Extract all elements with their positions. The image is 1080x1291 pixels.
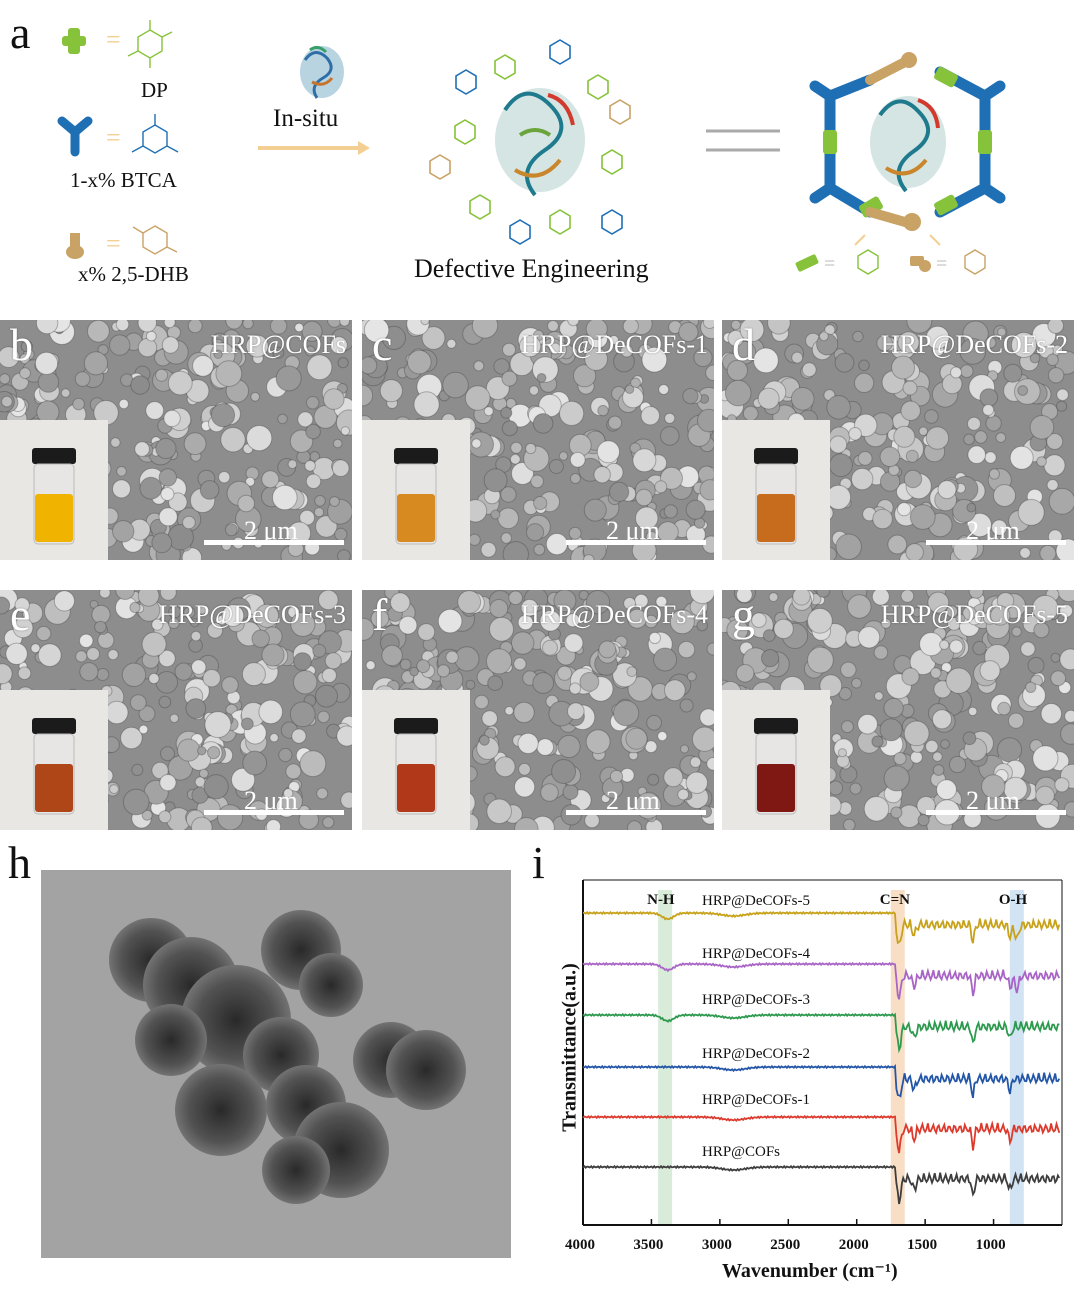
series-name: HRP@DeCOFs-2 [702,1046,810,1062]
band-label: O-H [998,892,1028,908]
btca-label: 1-x% BTCA [70,168,177,192]
x-tick-label: 3000 [701,1237,732,1253]
sem-panel-title: HRP@DeCOFs-1 [520,330,708,359]
band-label: N-H [647,892,675,908]
series-line [582,1114,1061,1154]
sem-panel-c: c HRP@DeCOFs-1 2 μm [362,320,714,560]
series-name: HRP@DeCOFs-1 [702,1092,810,1108]
sem-panel-title: HRP@DeCOFs-3 [158,600,346,629]
svg-text:=: = [106,229,121,258]
svg-text:=: = [106,123,121,152]
series-name: HRP@COFs [702,1144,781,1160]
sem-panel-title: HRP@DeCOFs-2 [880,330,1068,359]
sem-panel-d: d HRP@DeCOFs-2 2 μm [722,320,1074,560]
vial-photo [0,420,108,560]
sem-panel-f: f HRP@DeCOFs-4 2 μm [362,590,714,830]
sem-panel-letter: f [372,590,388,640]
band-O-H [1009,890,1024,1225]
scale-bar [204,540,344,545]
panel-a-schematic: = = = [57,20,1006,275]
sem-panel-title: HRP@DeCOFs-4 [520,600,708,629]
band-label: C=N [879,892,910,908]
series-name: HRP@DeCOFs-5 [702,893,810,909]
dhb-label: x% 2,5-DHB [78,262,189,286]
defective-framework-icon [429,39,631,245]
enzyme-small-icon [300,45,344,99]
btca-icon [57,116,93,157]
dp-label: DP [141,78,168,102]
ftir-ylabel: Transmittance(a.u.) [558,963,581,1132]
x-tick-label: 4000 [565,1237,595,1253]
sem-panel-title: HRP@DeCOFs-5 [880,600,1068,629]
vial-photo [0,690,108,830]
scale-bar [926,810,1066,815]
series-line [582,1164,1061,1205]
dhb-molecule-icon [132,225,178,255]
svg-text:=: = [106,25,121,54]
vial-photo [362,690,470,830]
band-N-H [658,890,673,1225]
sem-panel-letter: e [10,590,31,640]
vial-photo [722,420,830,560]
defective-engineering-label: Defective Engineering [414,254,649,283]
panel-h-letter: h [8,837,31,888]
sem-panel-b: b HRP@COFs 2 μm [0,320,352,560]
btca-molecule-icon [131,114,179,154]
tem-image [41,870,511,1258]
sem-panel-letter: c [372,320,393,370]
sem-panel-title: HRP@COFs [210,330,346,359]
dp-icon [62,28,86,54]
x-tick-label: 1500 [907,1237,938,1253]
series-line [582,1064,1061,1099]
panel-a-letter: a [10,7,31,58]
ftir-xlabel: Wavenumber (cm⁻¹) [722,1260,898,1282]
x-tick-label: 2000 [838,1237,869,1253]
scale-bar [566,540,706,545]
hexagon-framework-icon: = = [795,52,1006,275]
svg-text:=: = [824,253,835,275]
sem-panel-g: g HRP@DeCOFs-5 2 μm [722,590,1074,830]
series-line [582,1012,1060,1054]
sem-panel-letter: b [10,320,33,370]
panel-i-letter: i [532,837,545,888]
dp-molecule-icon [127,20,173,68]
series-name: HRP@DeCOFs-4 [702,946,810,962]
sem-panel-letter: d [732,320,755,370]
svg-text:=: = [936,253,947,275]
tem-particle-cluster [109,910,466,1204]
insitu-label: In-situ [273,105,339,132]
x-tick-label: 2500 [770,1237,801,1253]
x-tick-label: 3500 [633,1237,664,1253]
scale-bar [204,810,344,815]
scale-bar [566,810,706,815]
vial-photo [362,420,470,560]
scale-bar [926,540,1066,545]
series-line [583,910,1061,945]
vial-photo [722,690,830,830]
dhb-icon [66,233,84,259]
series-name: HRP@DeCOFs-3 [702,992,810,1008]
sem-panel-letter: g [732,590,755,640]
series-line [582,961,1061,1000]
x-tick-label: 1000 [975,1237,1006,1253]
sem-panel-e: e HRP@DeCOFs-3 2 μm [0,590,352,830]
